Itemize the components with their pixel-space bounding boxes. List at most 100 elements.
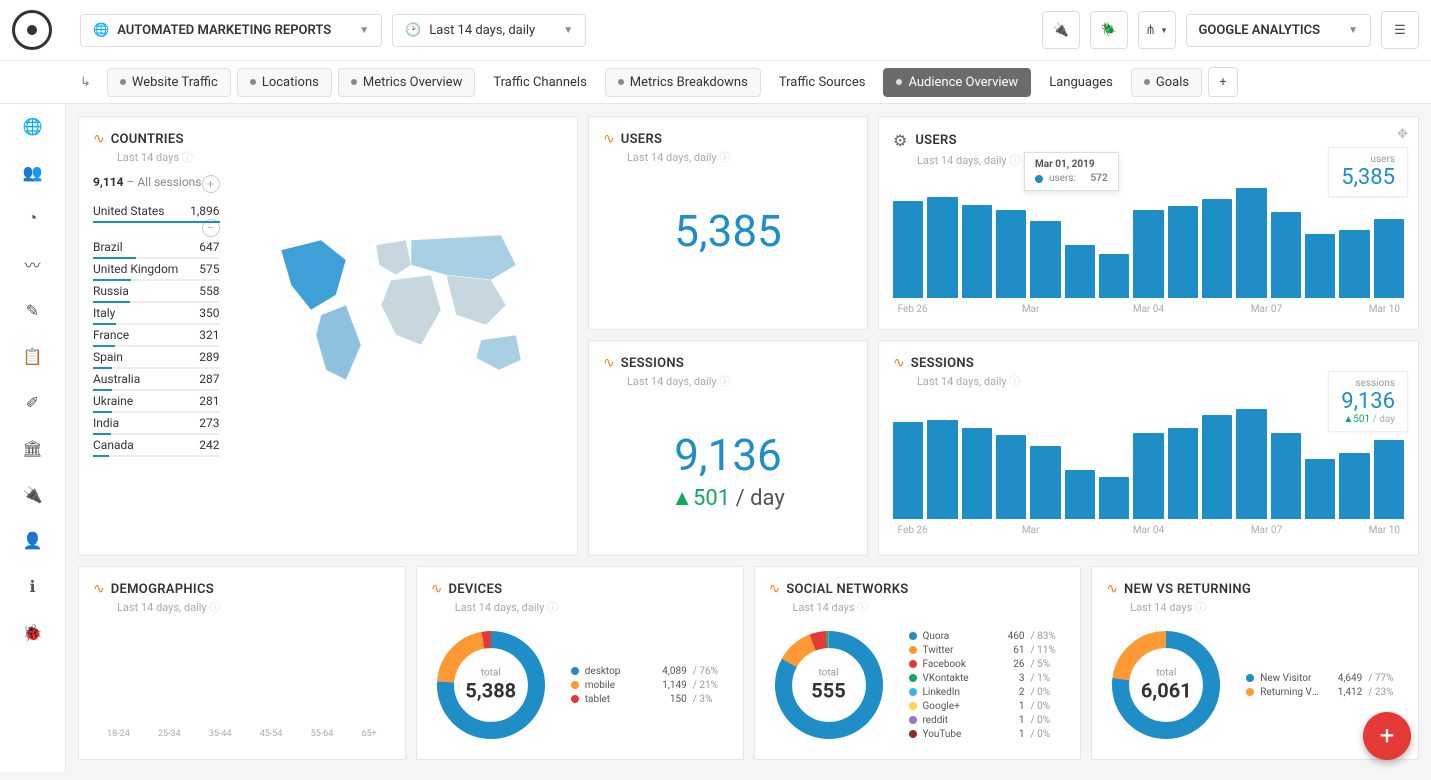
card-title: USERS: [621, 132, 663, 147]
analytics-icon: ∿: [603, 131, 613, 147]
countries-card: ∿ COUNTRIES Last 14 days ⓘ 9,114 – All s…: [78, 116, 578, 556]
social-legend: Quora460/ 83%Twitter61/ 11%Facebook26/ 5…: [909, 631, 1056, 740]
analytics-icon: ∿: [1106, 581, 1116, 597]
analytics-icon: ∿: [431, 581, 441, 597]
nav-bank[interactable]: 🏛: [21, 436, 45, 460]
country-row[interactable]: Ukraine281: [93, 391, 220, 413]
share-icon: ⋔: [1145, 23, 1156, 38]
tab-metrics-overview[interactable]: Metrics Overview: [338, 68, 476, 97]
nav-clipboard[interactable]: 📋: [21, 344, 45, 368]
nav-activity[interactable]: ◔: [21, 206, 45, 230]
legend-row: VKontakte3/ 1%: [909, 673, 1056, 684]
country-row[interactable]: United States1,896: [93, 201, 220, 223]
legend-row: mobile1,149/ 21%: [571, 680, 718, 691]
legend-row: YouTube1/ 0%: [909, 729, 1056, 740]
nav-bug[interactable]: 🐞: [21, 620, 45, 644]
gear-icon[interactable]: ⚙: [893, 131, 907, 150]
topbar: 🌐 AUTOMATED MARKETING REPORTS ▼ 🕑 Last 1…: [0, 0, 1431, 61]
users-chart-card: ✥ ⚙ USERS Last 14 days, daily ⓘ users 5,…: [878, 116, 1419, 330]
nav-globe[interactable]: 🌐: [21, 114, 45, 138]
tab-audience-overview[interactable]: Audience Overview: [883, 68, 1031, 97]
chart-axis: Feb 26MarMar 04Mar 07Mar 10: [893, 298, 1404, 315]
sessions-chart-card: ∿ SESSIONS Last 14 days, daily ⓘ session…: [878, 340, 1419, 556]
tab-website-traffic[interactable]: Website Traffic: [107, 68, 231, 97]
account-dropdown[interactable]: GOOGLE ANALYTICS ▼: [1186, 14, 1371, 47]
nav-group[interactable]: 👥: [21, 160, 45, 184]
country-list: 9,114 – All sessions+ United States1,896…: [93, 175, 220, 457]
card-title: SOCIAL NETWORKS: [786, 582, 908, 597]
tabbar: ↳ Website TrafficLocationsMetrics Overvi…: [0, 61, 1431, 104]
sessions-barchart[interactable]: [893, 399, 1404, 519]
nav-edit[interactable]: ✎: [21, 298, 45, 322]
newret-donut[interactable]: total6,061: [1106, 625, 1226, 745]
country-row[interactable]: Russia558: [93, 281, 220, 303]
users-value: 5,385: [603, 175, 853, 287]
legend-row: Facebook26/ 5%: [909, 659, 1056, 670]
analytics-icon: ∿: [93, 581, 103, 597]
users-barchart[interactable]: [893, 178, 1404, 298]
card-title: USERS: [915, 133, 957, 148]
main: 🌐 👥 ◔ 〰 ✎ 📋 ✐ 🏛 🔌 👤 ℹ 🐞 ∿ COUNTRIES Last…: [0, 104, 1431, 772]
country-row[interactable]: Brazil647: [93, 237, 220, 259]
chart-axis: Feb 26MarMar 04Mar 07Mar 10: [893, 519, 1404, 536]
nav-plug[interactable]: 🔌: [21, 482, 45, 506]
world-map[interactable]: [240, 175, 563, 435]
devices-donut[interactable]: total5,388: [431, 625, 551, 745]
plug-button[interactable]: 🔌: [1042, 11, 1080, 49]
card-subtitle: Last 14 days ⓘ: [793, 599, 1067, 615]
nav-info[interactable]: ℹ: [21, 574, 45, 598]
analytics-icon: ∿: [893, 355, 903, 371]
move-icon[interactable]: ✥: [1397, 127, 1408, 142]
nav-chart[interactable]: 〰: [21, 252, 45, 276]
arrow-icon: ↳: [80, 75, 91, 90]
legend-row: reddit1/ 0%: [909, 715, 1056, 726]
card-subtitle: Last 14 days, daily ⓘ: [627, 149, 853, 165]
fab-add-button[interactable]: +: [1363, 712, 1411, 760]
timerange-dropdown[interactable]: 🕑 Last 14 days, daily ▼: [392, 14, 586, 47]
demographics-card: ∿ DEMOGRAPHICS Last 14 days, daily ⓘ 18-…: [78, 566, 406, 760]
tab-traffic-channels[interactable]: Traffic Channels: [481, 69, 598, 96]
tab-metrics-breakdowns[interactable]: Metrics Breakdowns: [605, 68, 761, 97]
tab-languages[interactable]: Languages: [1037, 69, 1125, 96]
expand-button[interactable]: +: [202, 175, 220, 193]
country-row[interactable]: Spain289: [93, 347, 220, 369]
card-title: DEVICES: [448, 582, 502, 597]
sessions-small-card: ∿ SESSIONS Last 14 days, daily ⓘ 9,136 ▲…: [588, 340, 868, 556]
card-title: DEMOGRAPHICS: [111, 582, 214, 597]
account-label: GOOGLE ANALYTICS: [1199, 23, 1321, 38]
card-subtitle: Last 14 days ⓘ: [117, 149, 563, 165]
nav-user[interactable]: 👤: [21, 528, 45, 552]
country-row[interactable]: Italy350: [93, 303, 220, 325]
tab-locations[interactable]: Locations: [237, 68, 332, 97]
social-donut[interactable]: total555: [769, 625, 889, 745]
plug-icon: 🔌: [1052, 23, 1068, 38]
newret-legend: New Visitor4,649/ 77%Returning Vi...1,41…: [1246, 673, 1393, 698]
demographics-chart[interactable]: [93, 625, 391, 725]
report-dropdown[interactable]: 🌐 AUTOMATED MARKETING REPORTS ▼: [80, 14, 382, 47]
card-title: SESSIONS: [621, 356, 684, 371]
nav-pencil[interactable]: ✐: [21, 390, 45, 414]
legend-row: Twitter61/ 11%: [909, 645, 1056, 656]
chevron-down-icon: ▼: [359, 25, 369, 36]
bug-button[interactable]: 🪲: [1090, 11, 1128, 49]
card-subtitle: Last 14 days, daily ⓘ: [455, 599, 729, 615]
country-row[interactable]: Australia287: [93, 369, 220, 391]
country-row[interactable]: United Kingdom575: [93, 259, 220, 281]
country-row[interactable]: India273: [93, 413, 220, 435]
bug-icon: 🪲: [1100, 23, 1116, 38]
legend-row: Returning Vi...1,412/ 23%: [1246, 687, 1393, 698]
report-label: AUTOMATED MARKETING REPORTS: [117, 23, 331, 38]
share-button[interactable]: ⋔▼: [1138, 11, 1176, 49]
tab-traffic-sources[interactable]: Traffic Sources: [767, 69, 878, 96]
card-title: COUNTRIES: [111, 132, 184, 147]
users-small-card: ∿ USERS Last 14 days, daily ⓘ 5,385: [588, 116, 868, 330]
devices-card: ∿ DEVICES Last 14 days, daily ⓘ total5,3…: [416, 566, 744, 760]
country-row[interactable]: France321: [93, 325, 220, 347]
menu-button[interactable]: ☰: [1381, 11, 1419, 49]
chart-tooltip: Mar 01, 2019 users: 572: [1024, 152, 1119, 191]
logo[interactable]: [12, 10, 52, 50]
tab-goals[interactable]: Goals: [1131, 68, 1202, 97]
country-row[interactable]: Canada242: [93, 435, 220, 457]
card-subtitle: Last 14 days ⓘ: [1130, 599, 1404, 615]
add-tab-button[interactable]: +: [1208, 67, 1238, 97]
